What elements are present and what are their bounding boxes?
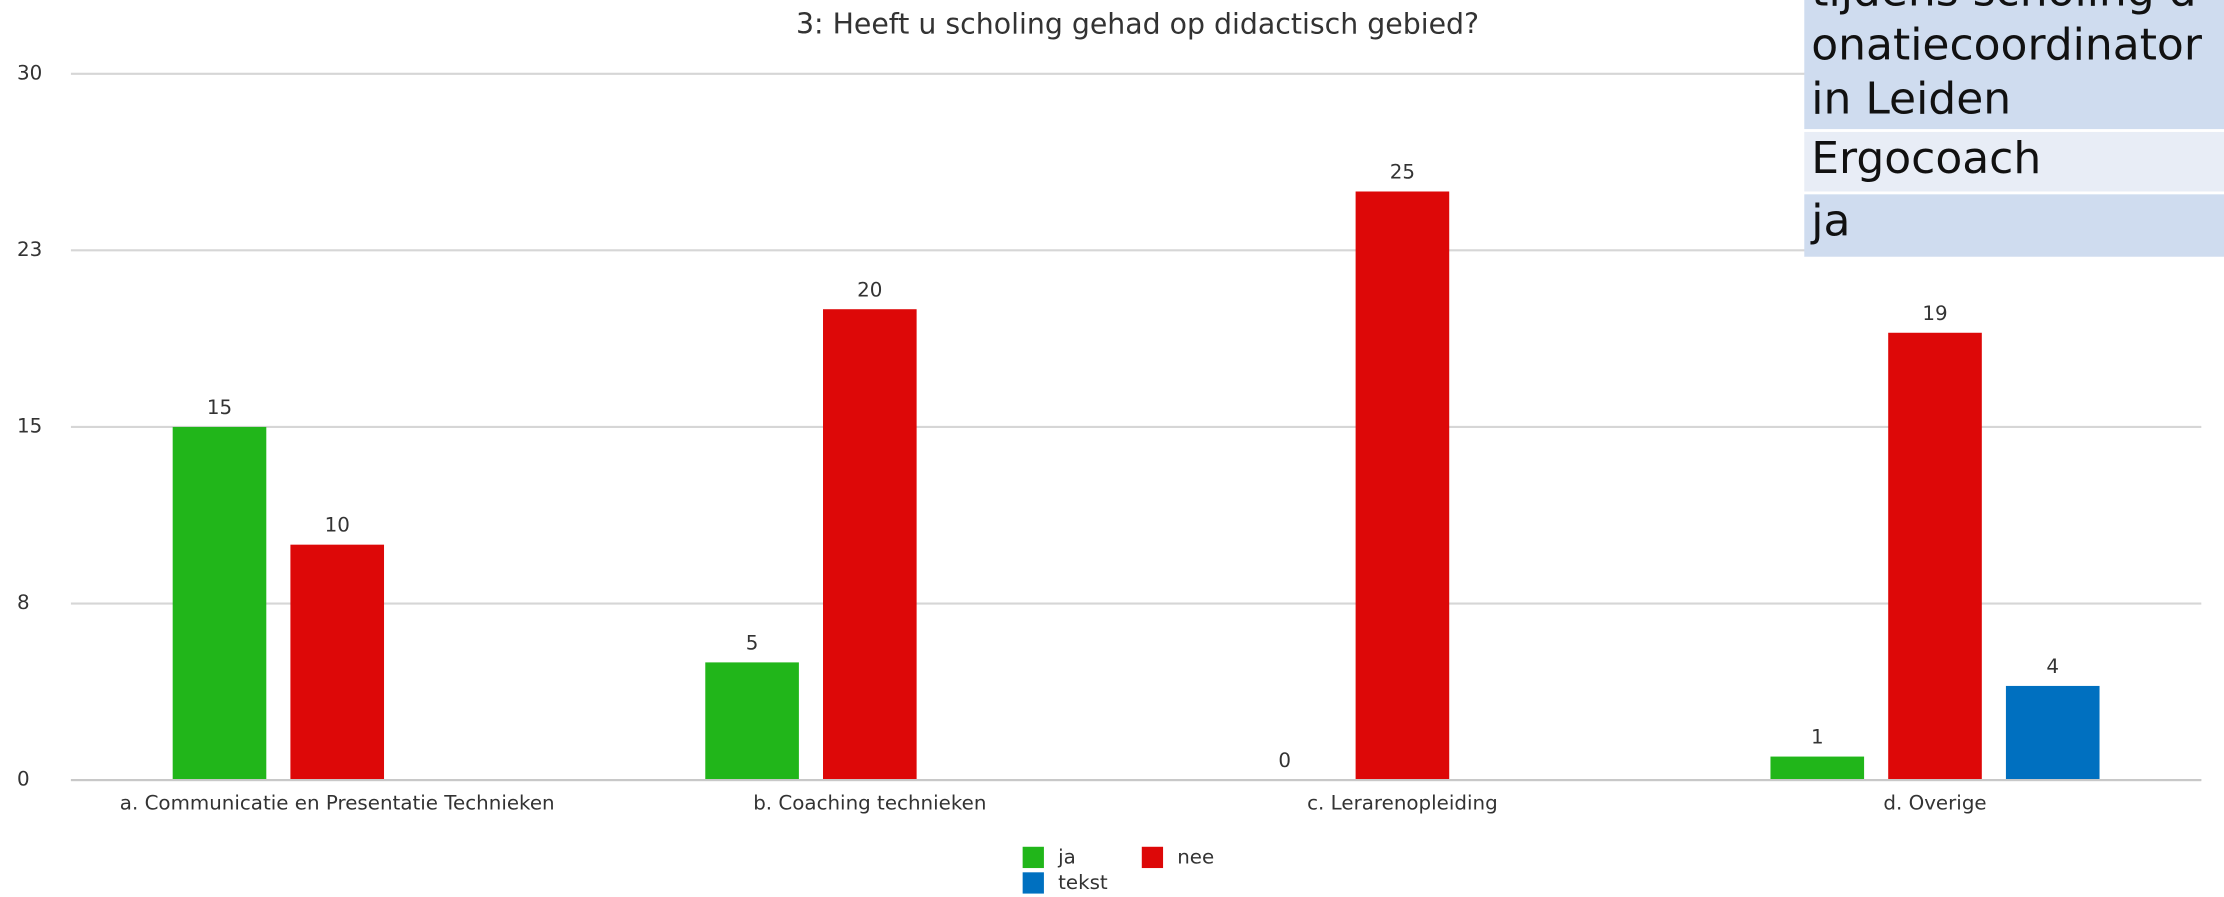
data-label: 15 — [207, 396, 232, 419]
bar — [1888, 332, 1982, 781]
legend-label: tekst — [1058, 871, 1108, 894]
data-label: 25 — [1390, 161, 1415, 184]
bar — [1770, 756, 1865, 781]
data-label: 5 — [746, 631, 759, 654]
bar — [823, 309, 917, 781]
y-tick-label: 8 — [17, 591, 30, 614]
x-tick-label: b. Coaching technieken — [753, 792, 986, 815]
x-tick-label: c. Lerarenopleiding — [1307, 792, 1498, 815]
legend-label: nee — [1177, 846, 1214, 869]
x-tick-label: d. Overige — [1883, 792, 1986, 815]
y-tick-label: 0 — [17, 768, 30, 791]
overlay-cell: tijdens scholing donatiecoordinator in L… — [1804, 0, 2224, 130]
chart-title: 3: Heeft u scholing gehad op didactisch … — [796, 8, 1479, 41]
legend-swatch — [1022, 846, 1044, 869]
overlay-box: tijdens scholing donatiecoordinator in L… — [1804, 0, 2224, 257]
legend-swatch — [1141, 846, 1164, 869]
overlay-cell: ja — [1804, 194, 2224, 257]
data-label: 4 — [2046, 655, 2059, 678]
x-tick-label: a. Communicatie en Presentatie Technieke… — [120, 792, 555, 815]
y-tick-label: 23 — [17, 238, 42, 261]
overlay-table: tijdens scholing donatiecoordinator in L… — [1804, 0, 2224, 257]
y-tick-label: 30 — [17, 61, 42, 84]
legend-swatch — [1022, 872, 1044, 894]
bar — [1355, 191, 1450, 781]
data-label: 0 — [1278, 749, 1291, 772]
data-label: 1 — [1811, 726, 1824, 749]
bar — [705, 662, 799, 781]
bar — [290, 544, 385, 781]
data-label: 10 — [325, 514, 350, 537]
bar — [2005, 685, 2100, 781]
data-label: 20 — [857, 278, 882, 301]
data-label: 19 — [1922, 302, 1947, 325]
bar — [172, 426, 267, 781]
overlay-cell: Ergocoach — [1804, 131, 2224, 192]
y-tick-label: 15 — [17, 414, 42, 437]
legend-label: ja — [1057, 846, 1076, 869]
